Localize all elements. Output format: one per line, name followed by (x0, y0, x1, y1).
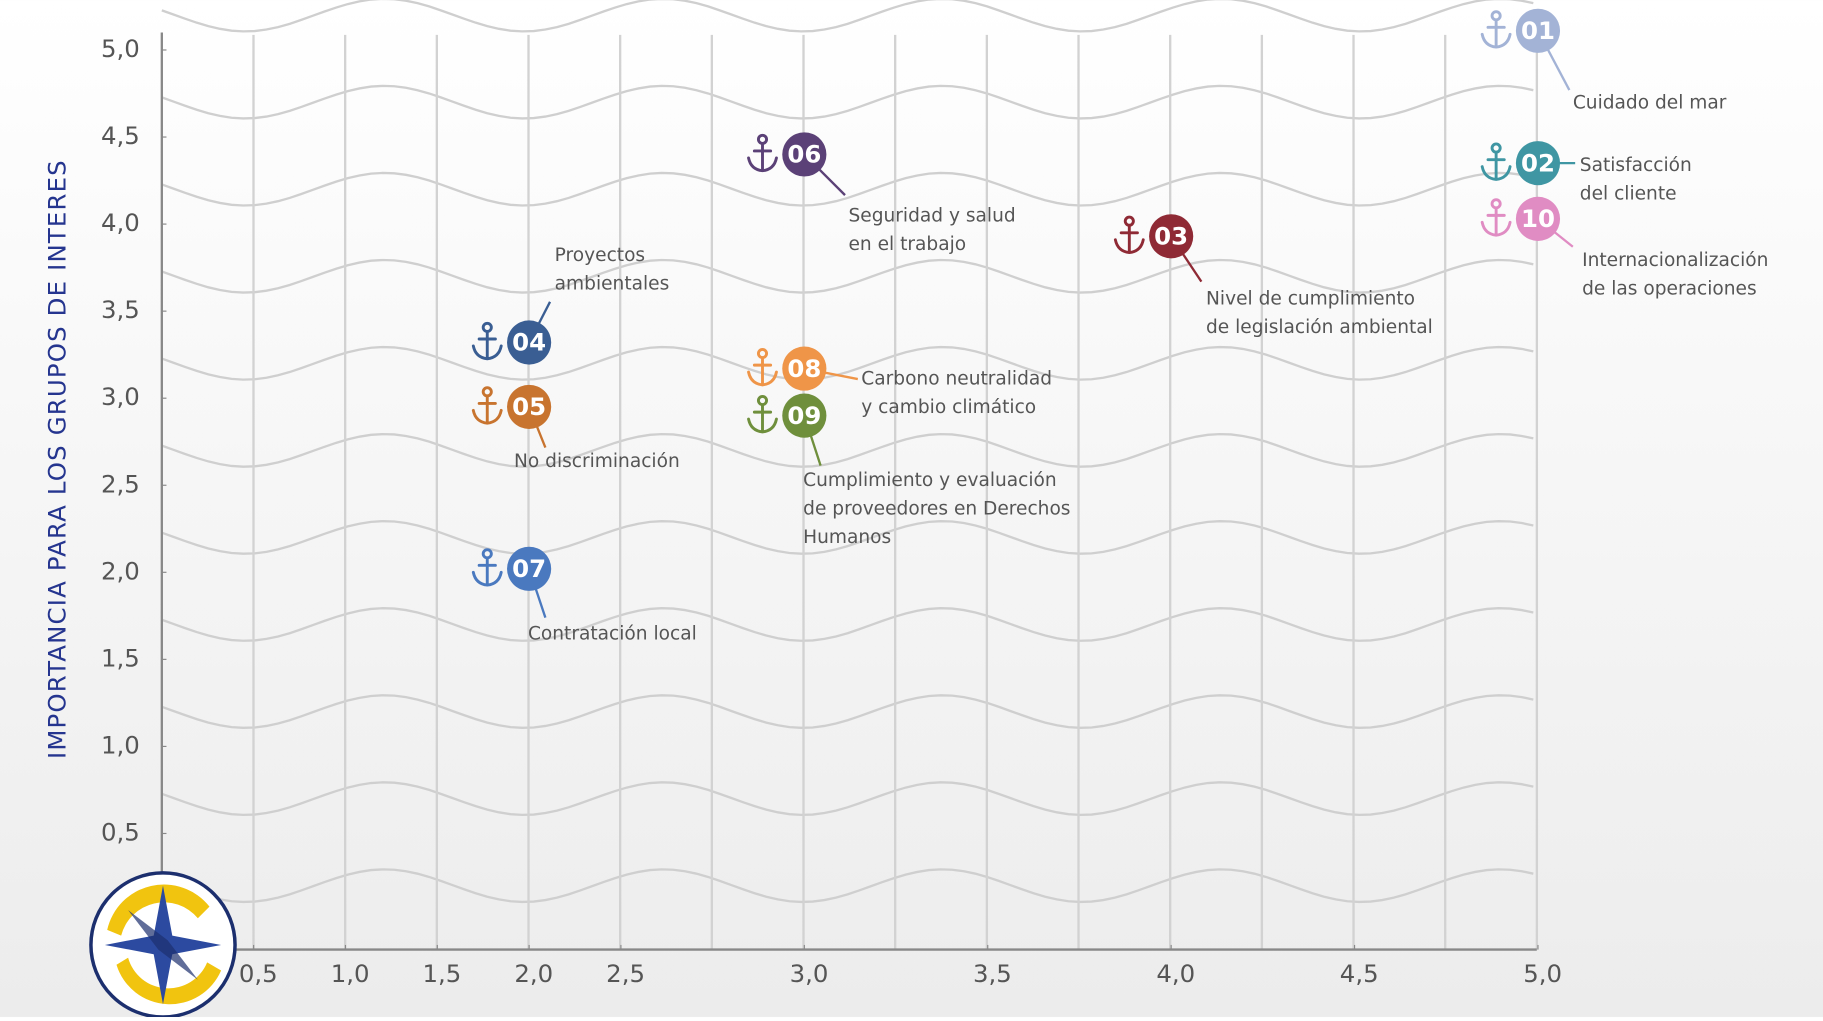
point-label: Proyectos (555, 245, 645, 266)
y-tick-label: 4,5 (101, 121, 140, 150)
x-tick-label: 1,0 (331, 959, 370, 988)
anchor-body (749, 405, 777, 432)
x-tick-label: 4,0 (1156, 959, 1195, 988)
point-id: 10 (1521, 204, 1555, 233)
x-tick-label: 5,0 (1523, 959, 1562, 988)
anchor-icon (1482, 12, 1510, 47)
point-label: Internacionalización (1582, 250, 1768, 271)
anchor-icon (1115, 217, 1143, 252)
anchor-body (1115, 226, 1143, 253)
anchor-icon (473, 388, 501, 423)
point-id: 06 (787, 140, 821, 169)
anchor-body (749, 358, 777, 385)
anchor-icon (1482, 200, 1510, 235)
x-tick-label: 2,0 (514, 959, 553, 988)
point-label: de las operaciones (1582, 279, 1757, 300)
anchor-ring (758, 135, 766, 143)
y-tick-label: 5,0 (101, 34, 140, 63)
wave (162, 173, 1533, 206)
anchor-icon (749, 349, 777, 384)
wave (162, 608, 1533, 641)
point-label: Contratación local (528, 623, 697, 644)
point-id: 03 (1154, 221, 1188, 250)
wave (162, 347, 1533, 380)
point-label: del cliente (1580, 183, 1677, 204)
point-label: Seguridad y salud (849, 206, 1016, 227)
y-tick-label: 1,5 (101, 643, 140, 672)
y-tick-label: 1,0 (101, 730, 140, 759)
anchor-icon (1482, 144, 1510, 179)
anchor-icon (749, 396, 777, 431)
anchor-ring (483, 550, 491, 558)
y-tick-label: 3,0 (101, 382, 140, 411)
anchor-ring (1492, 200, 1500, 208)
anchor-body (749, 144, 777, 171)
anchor-icon (473, 323, 501, 358)
y-tick-label: 2,5 (101, 469, 140, 498)
x-tick-label: 2,5 (606, 959, 645, 988)
anchor-ring (758, 349, 766, 357)
point-id: 08 (787, 354, 821, 383)
point-label: y cambio climático (861, 397, 1036, 418)
point-label: Humanos (803, 527, 891, 548)
point-label: Cumplimiento y evaluación (803, 470, 1057, 491)
anchor-ring (483, 323, 491, 331)
x-tick-label: 3,5 (973, 959, 1012, 988)
y-axis-label: IMPORTANCIA PARA LOS GRUPOS DE INTERES (42, 159, 71, 759)
y-tick-label: 4,0 (101, 208, 140, 237)
chart: IMPORTANCIA PARA LOS GRUPOS DE INTERES 0… (0, 0, 1823, 1017)
compass-logo (91, 873, 235, 1017)
point-label: Satisfacción (1580, 155, 1692, 176)
anchor-icon (473, 550, 501, 585)
point-label: Nivel de cumplimiento (1206, 289, 1415, 310)
point-label: No discriminación (514, 451, 680, 472)
anchor-body (473, 558, 501, 585)
anchor-ring (1492, 144, 1500, 152)
x-tick-label: 0,5 (239, 959, 278, 988)
anchor-ring (1125, 217, 1133, 225)
point-label: Cuidado del mar (1573, 92, 1727, 113)
point-id: 09 (787, 401, 821, 430)
wave (162, 695, 1533, 728)
point-id: 01 (1521, 16, 1555, 45)
wave (162, 86, 1533, 119)
point-id: 05 (512, 392, 546, 421)
anchor-body (1482, 20, 1510, 47)
y-tick-label: 0,5 (101, 817, 140, 846)
point-id: 04 (512, 328, 546, 357)
anchor-ring (758, 396, 766, 404)
wave (162, 869, 1533, 902)
anchor-body (1482, 208, 1510, 235)
point-label: Carbono neutralidad (861, 369, 1052, 390)
anchor-body (473, 396, 501, 423)
x-tick-label: 1,5 (423, 959, 462, 988)
point-id: 02 (1521, 148, 1555, 177)
x-tick-label: 3,0 (790, 959, 829, 988)
wave (162, 0, 1533, 31)
wave (162, 434, 1533, 467)
point-id: 07 (512, 554, 546, 583)
y-tick-label: 2,0 (101, 556, 140, 585)
x-tick-label: 4,5 (1340, 959, 1379, 988)
point-label: de proveedores en Derechos (803, 499, 1070, 520)
anchor-ring (1492, 12, 1500, 20)
anchor-icon (749, 135, 777, 170)
anchor-ring (483, 388, 491, 396)
wave (162, 782, 1533, 815)
anchor-body (473, 332, 501, 359)
point-label: de legislación ambiental (1206, 317, 1433, 338)
point-label: ambientales (555, 273, 670, 294)
point-label: en el trabajo (849, 234, 967, 255)
anchor-body (1482, 153, 1510, 180)
y-tick-label: 3,5 (101, 295, 140, 324)
